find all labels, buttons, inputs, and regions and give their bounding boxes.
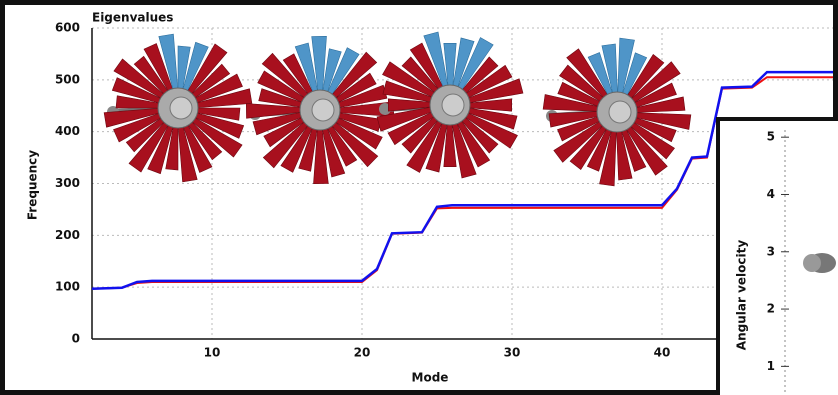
y-tick-label: 300 [55, 176, 80, 190]
hub-inner [170, 97, 192, 119]
y-tick-label: 0 [72, 332, 80, 346]
y-tick-label: 600 [55, 21, 80, 35]
y-tick-label: 3 [767, 244, 775, 258]
inset-shaft-end [803, 254, 821, 272]
y-axis-label: Frequency [26, 150, 40, 220]
y-tick-label: 5 [767, 130, 775, 144]
x-tick-label: 30 [504, 346, 521, 360]
x-tick-label: 20 [354, 346, 371, 360]
inset-y-axis-label: Angular velocity [735, 240, 749, 351]
screenshot: 010020030040050060010203040 Eigenvalues … [0, 0, 838, 395]
y-tick-label: 200 [55, 228, 80, 242]
y-tick-label: 2 [767, 302, 775, 316]
y-tick-label: 500 [55, 72, 80, 86]
hub-inner [442, 94, 464, 116]
x-tick-label: 40 [654, 346, 671, 360]
hub-inner [609, 101, 631, 123]
x-tick-label: 10 [204, 346, 221, 360]
chart-title: Eigenvalues [92, 11, 173, 25]
y-tick-label: 4 [767, 187, 775, 201]
y-tick-label: 400 [55, 124, 80, 138]
y-tick-label: 1 [767, 359, 775, 373]
hub-inner [312, 99, 334, 121]
inset-chart: Angular velocity 1 2 3 4 5 [718, 119, 838, 395]
x-axis-label: Mode [412, 371, 449, 385]
y-tick-label: 100 [55, 280, 80, 294]
